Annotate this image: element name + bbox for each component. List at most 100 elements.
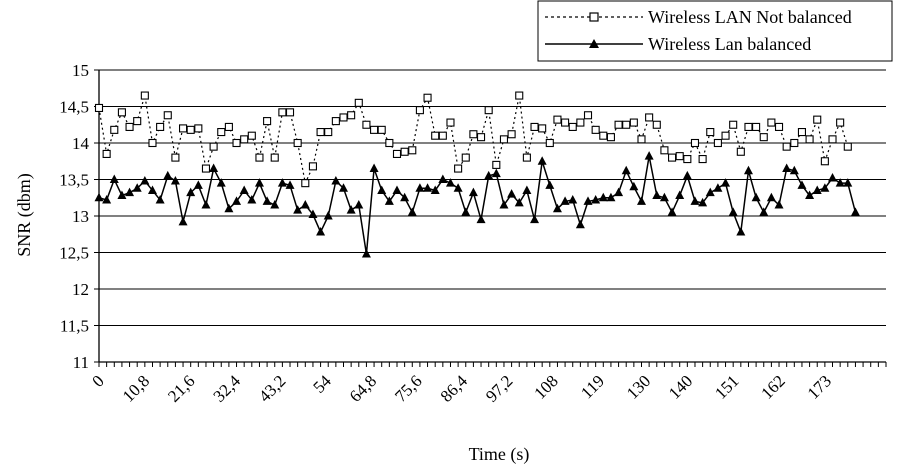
legend-box [537,0,893,62]
data-point-triangle [636,196,646,205]
data-point-triangle [835,178,845,187]
data-point-square [438,131,447,140]
data-point-square [362,120,371,129]
data-point-triangle [575,219,585,229]
data-point-square [240,135,249,144]
data-point-square [713,138,722,148]
data-point-square [285,108,295,117]
x-tick-label: 64,8 [346,371,380,405]
data-point-triangle [713,183,723,192]
data-point-triangle [583,196,593,205]
x-tick-label: 54 [309,371,335,397]
x-tick-label: 10,8 [119,371,153,405]
data-point-square [744,122,753,131]
data-point-triangle [209,163,219,173]
series-line [98,155,857,255]
data-point-square [752,122,761,131]
data-point-square [790,138,799,148]
data-point-triangle [392,185,402,194]
data-point-triangle [285,180,295,189]
data-point-triangle [552,203,562,213]
data-point-square [492,160,501,169]
data-point-square [370,125,379,134]
x-tick-label: 75,6 [391,371,425,405]
data-point-square [660,146,669,155]
data-point-square [415,106,424,115]
data-point-square [591,125,600,134]
data-point-triangle [186,187,196,197]
data-point-triangle [591,194,601,204]
data-point-triangle [774,200,784,209]
data-point-square [117,108,126,117]
data-point-square [645,113,654,122]
data-point-square [805,135,814,144]
data-point-square [392,149,402,158]
data-point-square [270,153,279,162]
data-point-square [347,111,356,120]
data-point-triangle [132,183,142,192]
data-point-triangle [598,192,608,202]
legend-label-balanced: Wireless Lan balanced [648,34,811,54]
data-point-square [461,153,470,162]
data-point-square [339,113,348,122]
data-point-triangle [163,170,173,180]
y-tick-label: 13 [72,207,89,226]
y-tick-label: 12 [72,280,89,299]
y-tick-label: 12,5 [59,244,89,263]
data-point-triangle [308,209,318,219]
data-point-triangle [430,185,440,194]
x-tick-label: 0 [88,371,107,390]
x-axis-title: Time (s) [469,444,530,465]
data-point-triangle [270,200,280,209]
data-point-triangle [659,192,669,202]
data-point-square [263,117,272,126]
data-point-triangle [736,227,746,236]
data-point-triangle [675,190,685,200]
axes [94,69,887,367]
data-point-square [629,118,638,127]
data-point-square [522,153,531,162]
data-point-triangle [254,178,264,187]
data-point-triangle [300,200,310,209]
data-point-square [125,122,134,131]
data-point-triangle [621,165,631,175]
data-point-triangle [850,207,860,216]
data-point-square [576,118,585,127]
x-tick-label: 32,4 [210,371,245,406]
data-point-triangle [751,192,761,202]
data-point-square [377,125,386,134]
data-point-square [828,135,837,144]
data-point-square [507,130,516,139]
y-tick-label: 15 [72,61,89,80]
data-point-triangle [94,192,104,202]
x-tick-label: 162 [757,371,788,402]
data-point-square [606,133,615,142]
data-point-triangle [843,178,853,187]
y-axis-title: SNR (dbm) [14,173,35,257]
data-point-square [690,138,700,148]
data-point-triangle [728,207,738,216]
data-point-triangle [484,170,494,180]
y-tick-label: 11,5 [60,317,89,336]
data-point-square [469,130,478,139]
data-point-square [94,103,104,113]
data-point-square [316,128,325,137]
data-point-triangle [109,174,119,183]
data-point-square [423,93,432,102]
data-point-triangle [323,211,333,220]
x-tick-label: 108 [530,371,561,402]
data-point-triangle [346,205,356,214]
data-point-triangle [568,194,578,204]
data-point-square [217,128,226,137]
data-point-triangle [369,163,379,173]
data-point-triangle [530,214,540,224]
data-point-square [759,133,768,142]
data-point-triangle [293,205,303,214]
series-balanced [94,151,860,258]
legend-label-not-balanced: Wireless LAN Not balanced [648,7,852,27]
data-point-square [171,153,180,162]
data-point-square [637,135,646,144]
data-point-square [186,125,195,134]
data-point-square [515,91,524,100]
legend-marker-triangle-icon [589,39,599,48]
